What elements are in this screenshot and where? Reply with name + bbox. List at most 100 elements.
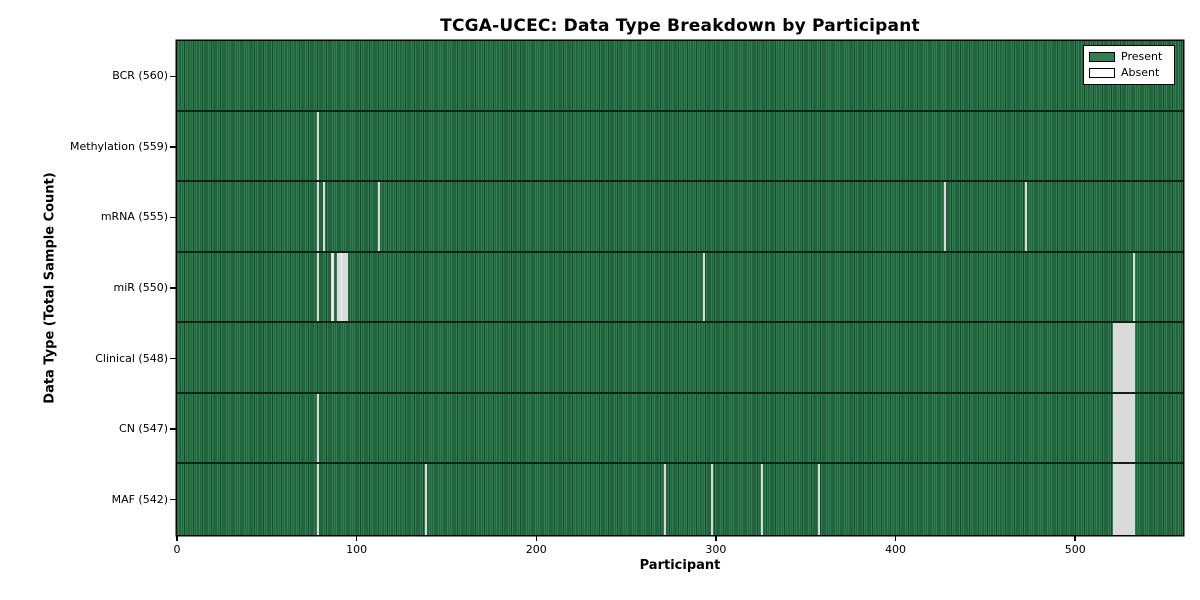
legend-item-absent: Absent (1089, 67, 1169, 79)
y-tick-mark (170, 428, 176, 430)
x-tick-mark (715, 536, 717, 541)
absent-gap (1116, 464, 1119, 535)
absent-gap (1123, 393, 1126, 463)
absent-gap (1121, 464, 1124, 535)
absent-gap (1130, 323, 1133, 392)
absent-swatch-icon (1089, 68, 1115, 78)
absent-gap (1116, 323, 1119, 392)
absent-gap (1130, 464, 1133, 535)
absent-gap (1120, 323, 1123, 392)
x-axis-label: Participant (639, 558, 721, 573)
absent-gap (710, 464, 713, 535)
absent-gap (703, 252, 706, 322)
absent-gap (1120, 393, 1123, 463)
absent-gap (1125, 323, 1128, 392)
x-tick-mark (535, 536, 538, 541)
y-tick-mark (170, 146, 176, 148)
absent-gap (1121, 393, 1124, 463)
x-tick-label: 500 (1064, 543, 1086, 556)
absent-gap (1116, 393, 1119, 463)
x-tick-label: 400 (885, 543, 907, 556)
absent-gap (336, 252, 339, 322)
absent-gap (344, 252, 347, 322)
absent-gap (1127, 393, 1130, 463)
absent-gap (1132, 464, 1135, 535)
absent-gap (317, 464, 320, 535)
absent-gap (340, 252, 343, 322)
y-tick-mark (170, 287, 176, 289)
heatmap-row-mrna (177, 182, 1183, 253)
absent-gap (338, 252, 341, 322)
y-tick-label: MAF (542) (111, 492, 168, 506)
absent-gap (1024, 182, 1027, 251)
absent-gap (1132, 393, 1135, 463)
absent-gap (1121, 323, 1124, 392)
x-tick-mark (176, 536, 178, 541)
absent-gap (1120, 464, 1123, 535)
y-tick-label: Methylation (559) (70, 139, 168, 153)
x-tick-label: 200 (525, 543, 547, 556)
absent-gap (317, 111, 320, 181)
absent-gap (1129, 323, 1132, 392)
y-tick-mark (170, 216, 176, 219)
absent-gap (1125, 393, 1128, 463)
y-tick-mark (170, 498, 176, 501)
x-tick-mark (1074, 536, 1076, 541)
absent-gap (1125, 464, 1128, 535)
y-tick-label: Clinical (548) (95, 351, 168, 365)
heatmap-row-bcr (177, 41, 1183, 112)
legend-label-absent: Absent (1121, 66, 1160, 79)
y-tick-label: BCR (560) (112, 69, 168, 83)
absent-gap (342, 252, 345, 322)
absent-gap (317, 252, 320, 322)
absent-gap (322, 182, 325, 251)
absent-gap (1123, 323, 1126, 392)
heatmap-row-cn (177, 393, 1183, 465)
absent-gap (944, 182, 947, 251)
absent-gap (663, 464, 666, 535)
y-tick-mark (170, 75, 176, 78)
present-swatch-icon (1089, 52, 1115, 62)
absent-gap (1132, 323, 1135, 392)
x-tick-label: 300 (705, 543, 727, 556)
absent-gap (1114, 464, 1117, 535)
x-tick-label: 0 (173, 543, 181, 556)
absent-gap (818, 464, 821, 535)
plot-area (177, 41, 1183, 535)
absent-gap (378, 182, 381, 251)
y-tick-label: miR (550) (113, 281, 169, 294)
absent-gap (1114, 393, 1117, 463)
y-tick-mark (170, 357, 176, 360)
chart-title: TCGA-UCEC: Data Type Breakdown by Partic… (440, 16, 920, 36)
x-tick-mark (355, 536, 358, 541)
x-tick-label: 100 (346, 543, 368, 556)
absent-gap (317, 182, 320, 251)
heatmap-row-mir (177, 252, 1183, 324)
legend: Present Absent (1083, 45, 1175, 85)
legend-item-present: Present (1089, 51, 1169, 63)
heatmap-row-methylation (177, 111, 1183, 183)
y-tick-label: mRNA (555) (100, 210, 168, 224)
absent-gap (760, 464, 763, 535)
absent-gap (1129, 464, 1132, 535)
absent-gap (1112, 323, 1116, 392)
absent-gap (1127, 323, 1130, 392)
absent-gap (1114, 323, 1117, 392)
absent-gap (1129, 393, 1132, 463)
absent-gap (345, 252, 348, 322)
absent-gap (1118, 464, 1121, 535)
absent-gap (317, 393, 320, 463)
legend-label-present: Present (1121, 50, 1163, 63)
absent-gap (1130, 393, 1133, 463)
heatmap-row-maf (177, 464, 1183, 535)
absent-gap (1123, 464, 1126, 535)
x-tick-mark (894, 536, 897, 541)
absent-gap (1127, 464, 1130, 535)
absent-gap (1132, 252, 1135, 322)
absent-gap (424, 464, 427, 535)
absent-gap (331, 252, 334, 322)
absent-gap (1112, 393, 1116, 463)
absent-gap (1112, 464, 1116, 535)
absent-gap (1118, 393, 1121, 463)
